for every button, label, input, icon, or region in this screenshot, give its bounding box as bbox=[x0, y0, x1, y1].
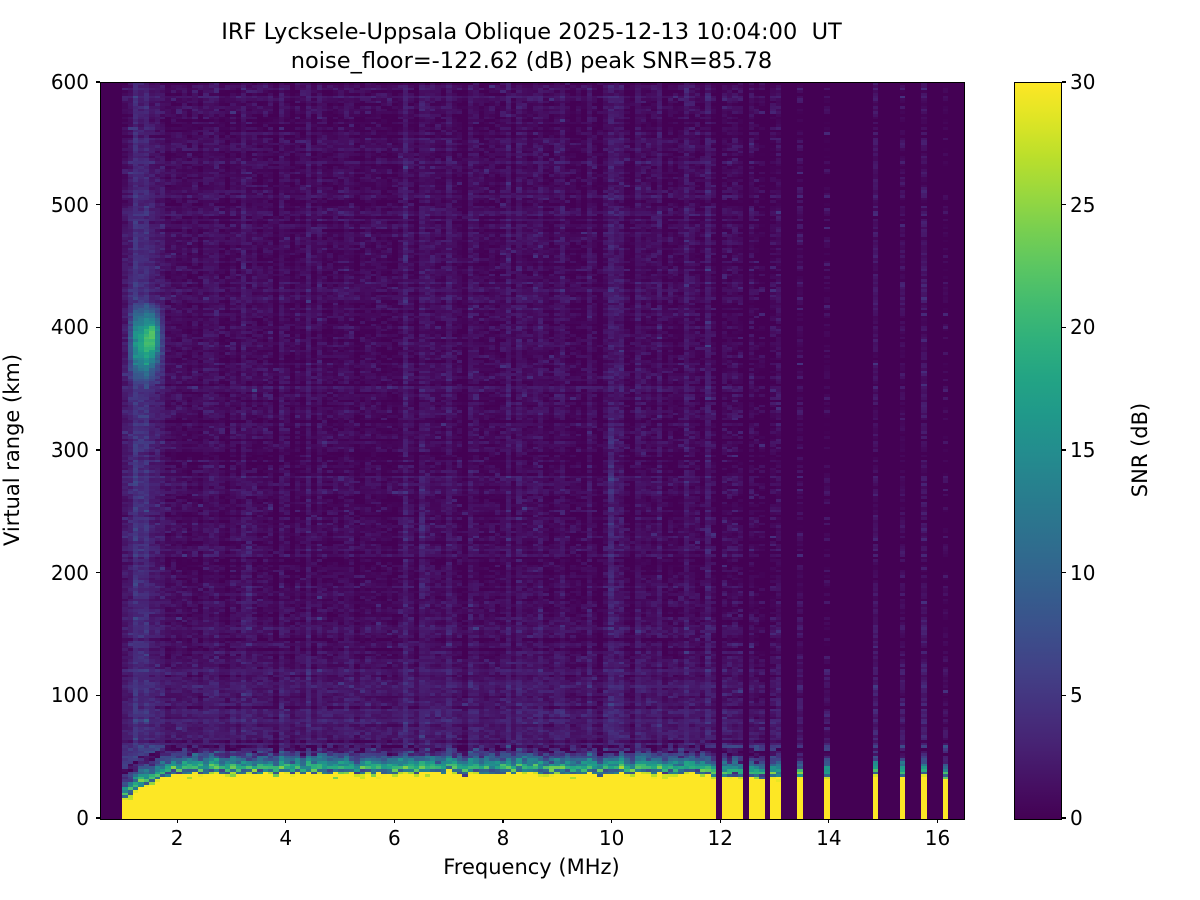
colorbar-tick-label: 20 bbox=[1070, 315, 1096, 340]
y-tick-label: 600 bbox=[50, 70, 89, 94]
x-tick-mark bbox=[393, 819, 395, 824]
y-tick-label: 0 bbox=[76, 806, 89, 830]
colorbar-tick-mark bbox=[1062, 694, 1067, 696]
x-tick-label: 2 bbox=[170, 826, 184, 850]
y-axis-label: Virtual range (km) bbox=[0, 353, 24, 547]
x-tick-mark bbox=[936, 819, 939, 824]
title-line-1: IRF Lycksele-Uppsala Oblique 2025-12-13 … bbox=[221, 19, 842, 45]
y-tick-label: 200 bbox=[50, 560, 89, 585]
ionogram-heatmap bbox=[101, 83, 964, 819]
x-axis-label: Frequency (MHz) bbox=[443, 855, 620, 879]
colorbar-tick-mark bbox=[1062, 449, 1067, 451]
colorbar-tick-label: 5 bbox=[1070, 683, 1083, 708]
x-tick-mark bbox=[719, 819, 721, 824]
colorbar-tick-mark bbox=[1062, 817, 1067, 819]
y-tick-mark bbox=[95, 449, 100, 451]
y-tick-mark bbox=[95, 81, 100, 83]
x-tick-label: 8 bbox=[496, 826, 510, 850]
y-tick-mark bbox=[95, 694, 100, 696]
page-title: IRF Lycksele-Uppsala Oblique 2025-12-13 … bbox=[100, 18, 963, 76]
colorbar-tick-label: 30 bbox=[1070, 70, 1096, 94]
colorbar-tick-mark bbox=[1062, 81, 1067, 83]
y-tick-label: 300 bbox=[50, 438, 89, 462]
y-tick-mark bbox=[95, 572, 100, 574]
x-tick-mark bbox=[828, 819, 830, 824]
colorbar-gradient bbox=[1015, 83, 1061, 819]
colorbar-tick-mark bbox=[1062, 204, 1067, 206]
x-tick-mark bbox=[176, 819, 178, 824]
colorbar-label: SNR (dB) bbox=[1128, 402, 1152, 498]
x-tick-mark bbox=[611, 819, 613, 824]
colorbar-tick-mark bbox=[1062, 572, 1067, 574]
colorbar-tick-label: 25 bbox=[1070, 192, 1096, 217]
ionogram-plot-area bbox=[100, 82, 965, 820]
x-tick-label: 4 bbox=[279, 826, 293, 850]
title-line-2: noise_floor=-122.62 (dB) peak SNR=85.78 bbox=[290, 48, 773, 74]
y-tick-mark bbox=[95, 326, 100, 328]
y-tick-label: 500 bbox=[50, 192, 89, 217]
colorbar bbox=[1014, 82, 1062, 820]
y-tick-label: 400 bbox=[50, 315, 89, 340]
colorbar-tick-label: 15 bbox=[1070, 438, 1096, 462]
x-tick-mark bbox=[502, 819, 504, 824]
y-tick-mark bbox=[95, 817, 100, 819]
x-tick-label: 6 bbox=[387, 826, 401, 850]
x-tick-label: 10 bbox=[598, 826, 625, 850]
x-tick-mark bbox=[285, 819, 287, 824]
colorbar-tick-mark bbox=[1062, 326, 1067, 328]
colorbar-tick-label: 10 bbox=[1070, 560, 1096, 585]
y-tick-mark bbox=[95, 204, 100, 206]
x-tick-label: 14 bbox=[816, 826, 842, 850]
y-tick-label: 100 bbox=[50, 683, 89, 708]
colorbar-tick-label: 0 bbox=[1070, 806, 1083, 830]
x-tick-label: 16 bbox=[924, 826, 951, 850]
x-tick-label: 12 bbox=[707, 826, 733, 850]
